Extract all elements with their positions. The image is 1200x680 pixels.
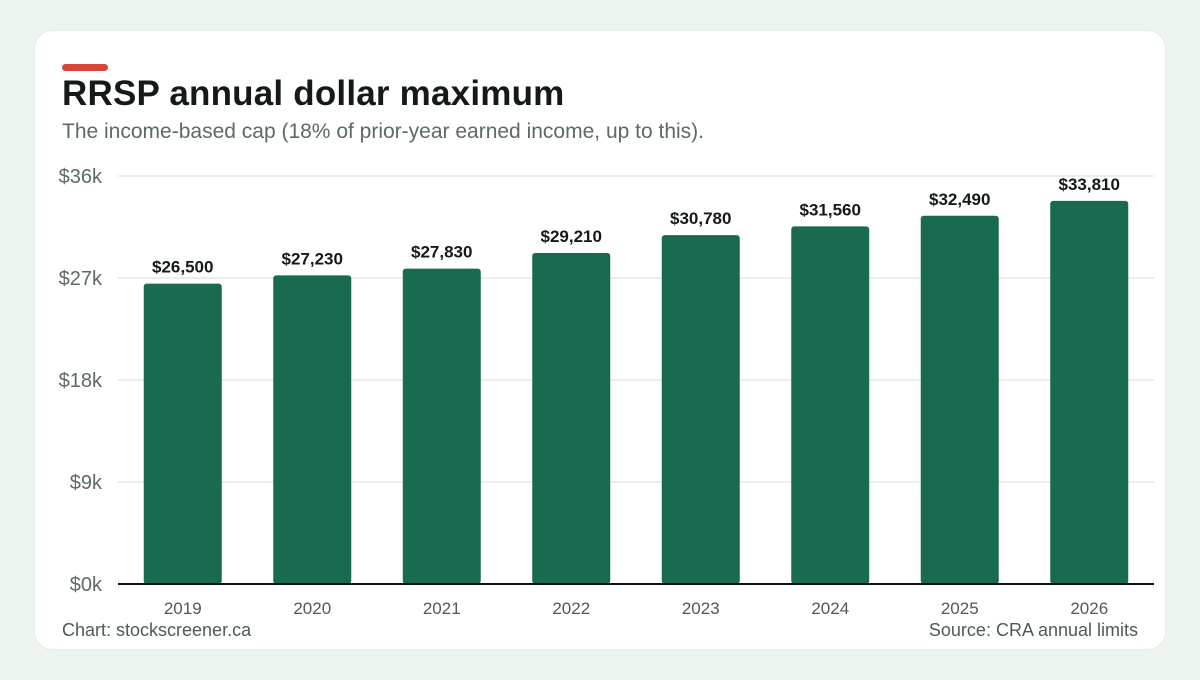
bar-value-label: $26,500	[152, 258, 213, 277]
bar-value-label: $31,560	[800, 200, 861, 219]
x-tick-label: 2021	[423, 599, 461, 618]
bar	[143, 283, 222, 584]
bar-value-label: $27,830	[411, 243, 472, 262]
x-tick-label: 2026	[1070, 599, 1108, 618]
bar-value-label: $29,210	[541, 227, 602, 246]
x-tick-label: 2023	[682, 599, 720, 618]
bar	[532, 252, 611, 584]
bar	[273, 275, 352, 584]
x-tick-label: 2019	[164, 599, 202, 618]
bar	[791, 226, 870, 584]
chart-title: RRSP annual dollar maximum	[62, 74, 565, 113]
bar	[661, 235, 740, 584]
x-tick-label: 2022	[552, 599, 590, 618]
title-accent-bar	[62, 64, 108, 71]
y-tick-label: $0k	[70, 574, 103, 596]
chart-subtitle: The income-based cap (18% of prior-year …	[62, 120, 704, 143]
x-tick-label: 2024	[811, 599, 849, 618]
chart-credit: Chart: stockscreener.ca	[62, 620, 252, 640]
bar	[402, 268, 481, 584]
bar-value-label: $30,780	[670, 209, 731, 228]
bar-value-label: $32,490	[929, 190, 990, 209]
x-tick-label: 2020	[293, 599, 331, 618]
y-tick-label: $27k	[59, 268, 103, 290]
y-tick-label: $36k	[59, 166, 103, 188]
bar-value-label: $27,230	[282, 249, 343, 268]
bar	[920, 215, 999, 584]
y-tick-label: $18k	[59, 370, 103, 392]
bar	[1050, 200, 1129, 584]
chart-source: Source: CRA annual limits	[928, 620, 1138, 640]
x-tick-label: 2025	[941, 599, 979, 618]
bar-value-label: $33,810	[1059, 175, 1120, 194]
y-tick-label: $9k	[70, 472, 103, 494]
